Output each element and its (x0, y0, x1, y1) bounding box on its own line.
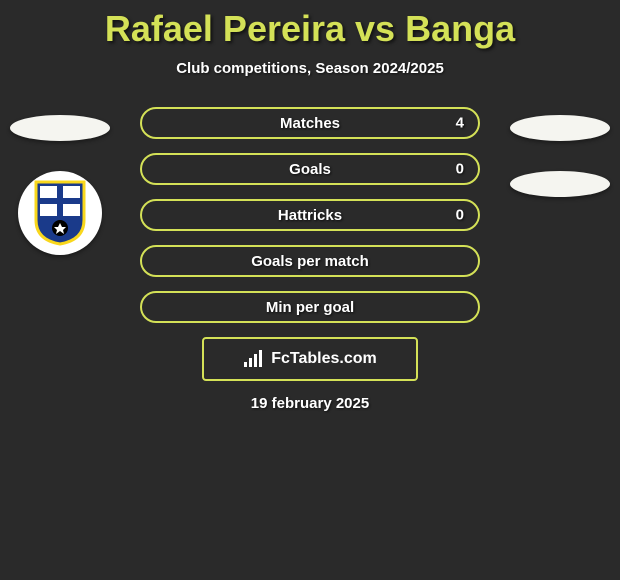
stats-list: Matches 4 Goals 0 Hattricks 0 Goals per … (140, 107, 480, 323)
shield-icon (32, 180, 88, 246)
stat-label: Hattricks (278, 207, 342, 224)
page-title: Rafael Pereira vs Banga (0, 8, 620, 50)
stat-value: 4 (456, 115, 464, 132)
bar-chart-icon (243, 350, 265, 368)
left-column (10, 115, 110, 255)
stat-label: Goals per match (251, 253, 369, 270)
brand-text: FcTables.com (271, 350, 377, 368)
stat-value: 0 (456, 207, 464, 224)
stat-row-min-per-goal: Min per goal (140, 291, 480, 323)
page-subtitle: Club competitions, Season 2024/2025 (0, 60, 620, 77)
right-column (510, 115, 610, 227)
player-ellipse-right-2 (510, 171, 610, 197)
stat-row-hattricks: Hattricks 0 (140, 199, 480, 231)
stat-label: Goals (289, 161, 331, 178)
stat-label: Min per goal (266, 299, 354, 316)
club-logo-left (18, 171, 102, 255)
brand-inner: FcTables.com (243, 350, 377, 368)
stat-row-goals: Goals 0 (140, 153, 480, 185)
stat-row-goals-per-match: Goals per match (140, 245, 480, 277)
brand-box[interactable]: FcTables.com (202, 337, 418, 381)
infographic-container: Rafael Pereira vs Banga Club competition… (0, 0, 620, 412)
player-ellipse-right-1 (510, 115, 610, 141)
stat-value: 0 (456, 161, 464, 178)
stat-label: Matches (280, 115, 340, 132)
player-ellipse-left (10, 115, 110, 141)
stat-row-matches: Matches 4 (140, 107, 480, 139)
date-text: 19 february 2025 (0, 395, 620, 412)
